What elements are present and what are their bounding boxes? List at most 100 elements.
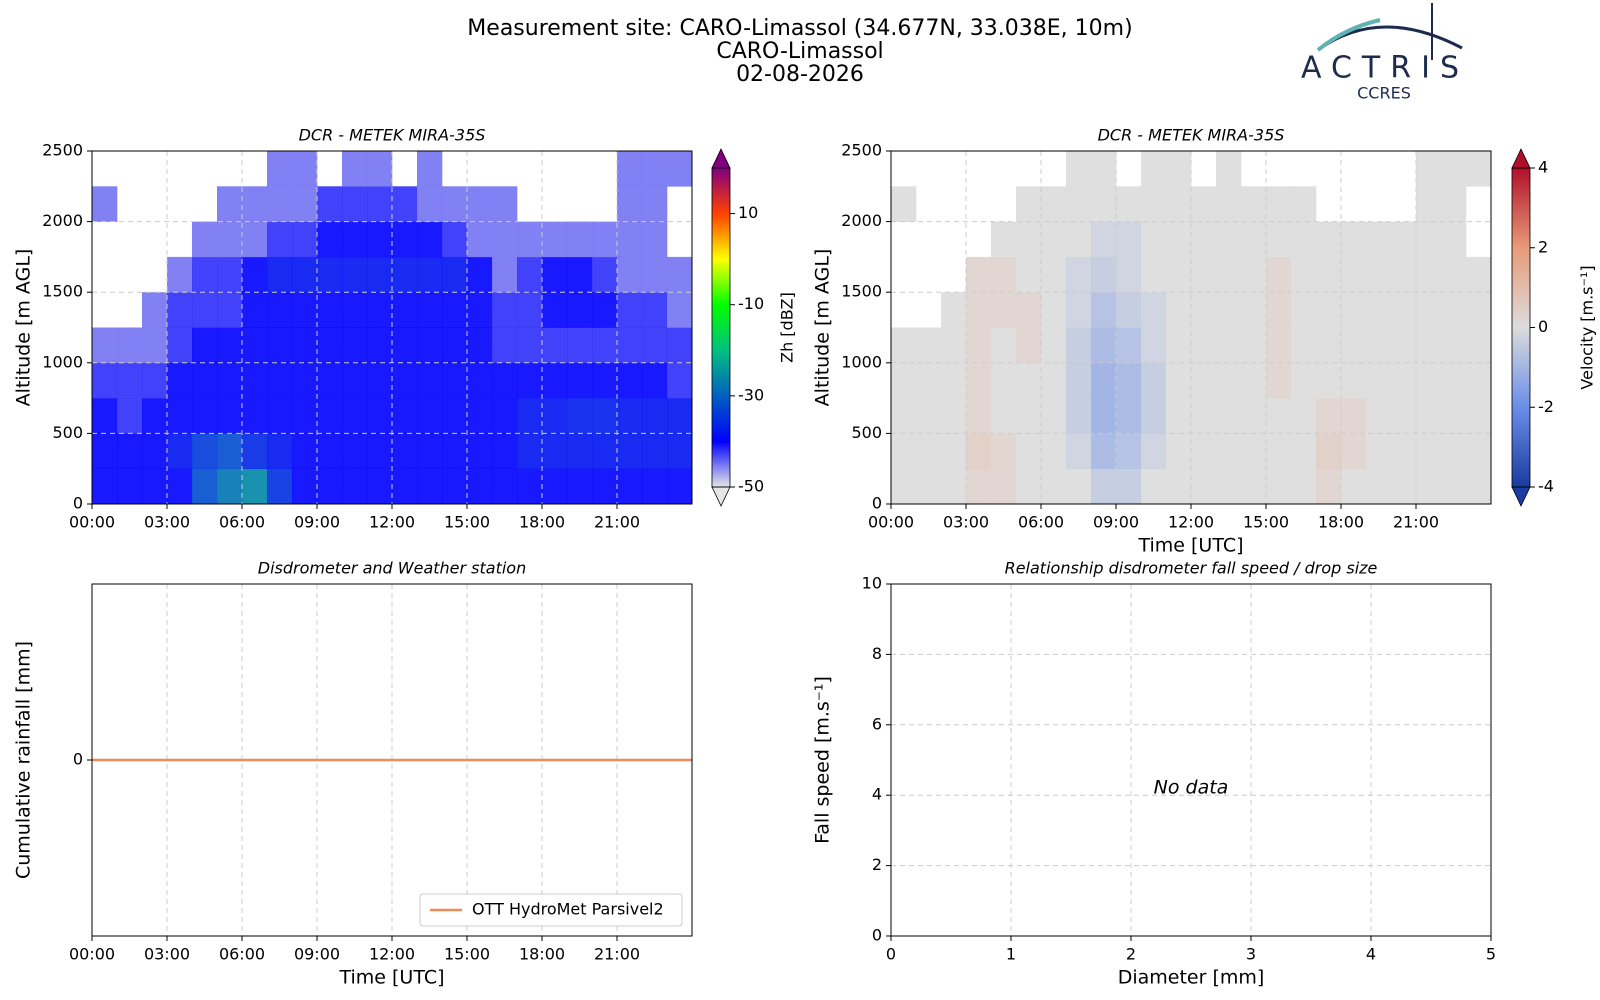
heatmap-cell	[1316, 468, 1342, 505]
heatmap-cell	[267, 151, 293, 187]
heatmap-cell	[1266, 256, 1292, 293]
heatmap-cell	[667, 398, 693, 434]
x-tick-label: 15:00	[444, 513, 490, 532]
heatmap-cell	[617, 221, 643, 258]
heatmap-cell	[916, 433, 942, 469]
heatmap-cell	[617, 256, 643, 293]
heatmap-cell	[567, 398, 593, 434]
heatmap-cell	[1016, 292, 1042, 328]
heatmap-cell	[617, 292, 643, 328]
heatmap-cell	[142, 292, 168, 328]
heatmap-cell	[1241, 256, 1267, 293]
heatmap-cell	[1316, 221, 1342, 258]
heatmap-cell	[642, 151, 668, 187]
heatmap-cell	[1216, 186, 1242, 222]
heatmap-cell	[1241, 468, 1267, 505]
heatmap-cell	[417, 186, 443, 222]
heatmap-cell	[991, 433, 1017, 469]
heatmap-cell	[1441, 468, 1467, 505]
heatmap-cell	[1116, 292, 1142, 328]
heatmap-cell	[442, 433, 468, 469]
heatmap-cell	[342, 433, 368, 469]
heatmap-cell	[1041, 433, 1067, 469]
heatmap-cell	[1166, 186, 1192, 222]
heatmap-cell	[916, 362, 942, 399]
y-tick-label: 2000	[42, 211, 83, 230]
heatmap-cell	[1466, 362, 1492, 399]
heatmap-cell	[991, 256, 1017, 293]
heatmap-cell	[1066, 292, 1092, 328]
x-tick-label: 06:00	[219, 945, 265, 964]
heatmap-cell	[667, 327, 693, 364]
y-tick-label: 1000	[841, 352, 882, 371]
heatmap-cell	[117, 398, 143, 434]
heatmap-cell	[1141, 362, 1167, 399]
heatmap-cell	[1416, 327, 1442, 364]
heatmap-cell	[1341, 256, 1367, 293]
heatmap-cell	[267, 327, 293, 364]
heatmap-cell	[642, 433, 668, 469]
heatmap-cell	[1216, 256, 1242, 293]
x-tick-label: 18:00	[519, 513, 565, 532]
colorbar-tick-label: 0	[1538, 317, 1548, 336]
heatmap-cell	[117, 327, 143, 364]
heatmap-cell	[242, 468, 268, 505]
heatmap-cell	[991, 468, 1017, 505]
heatmap-cell	[417, 327, 443, 364]
heatmap-cell	[417, 433, 443, 469]
colorbar-extension	[1511, 148, 1531, 169]
heatmap-cell	[941, 398, 967, 434]
colorbar-extension	[1511, 486, 1531, 507]
heatmap-cell	[1441, 433, 1467, 469]
heatmap-cell	[1391, 398, 1417, 434]
heatmap-cell	[1041, 398, 1067, 434]
axes-frame	[890, 150, 1492, 505]
heatmap-cell	[1466, 433, 1492, 469]
logo-arc	[1316, 18, 1381, 52]
x-tick-label: 00:00	[69, 513, 115, 532]
heatmap-cell	[92, 468, 118, 505]
chart-title: DCR - METEK MIRA-35S	[1098, 126, 1285, 145]
annotation: No data	[1154, 777, 1229, 799]
heatmap-cell	[117, 468, 143, 505]
heatmap-cell	[442, 468, 468, 505]
heatmap-cell	[342, 362, 368, 399]
heatmap-cell	[1416, 151, 1442, 187]
heatmap-cell	[1191, 398, 1217, 434]
heatmap-cell	[192, 327, 218, 364]
colorbar-label: Velocity [m.s⁻¹]	[1578, 265, 1597, 389]
heatmap-cell	[1391, 433, 1417, 469]
colorbar-tick-label: 4	[1538, 158, 1548, 177]
heatmap-cell	[467, 292, 493, 328]
heatmap-cell	[1216, 398, 1242, 434]
heatmap-cell	[417, 398, 443, 434]
heatmap-cell	[1016, 433, 1042, 469]
heatmap-cell	[1091, 256, 1117, 293]
heatmap-cell	[492, 398, 518, 434]
heatmap-cell	[1241, 327, 1267, 364]
heatmap-cell	[142, 468, 168, 505]
heatmap-cell	[192, 256, 218, 293]
heatmap-cell	[1391, 468, 1417, 505]
heatmap-cell	[567, 256, 593, 293]
heatmap-cell	[367, 433, 393, 469]
y-tick-label: 1000	[42, 352, 83, 371]
heatmap-cell	[367, 256, 393, 293]
y-axis-label: Cumulative rainfall [mm]	[13, 641, 35, 879]
heatmap-cell	[991, 221, 1017, 258]
heatmap-cell	[292, 151, 318, 187]
y-tick-label: 0	[872, 926, 882, 945]
heatmap-cell	[267, 398, 293, 434]
heatmap-cell	[1141, 398, 1167, 434]
heatmap-cell	[891, 398, 917, 434]
x-tick-label: 03:00	[144, 945, 190, 964]
heatmap-cell	[167, 433, 193, 469]
heatmap-cell	[1191, 468, 1217, 505]
heatmap-cell	[242, 292, 268, 328]
heatmap-cell	[1166, 362, 1192, 399]
heatmap-cell	[92, 362, 118, 399]
heatmap-cell	[1366, 398, 1392, 434]
heatmap-cell	[1341, 327, 1367, 364]
heatmap-cell	[1016, 327, 1042, 364]
